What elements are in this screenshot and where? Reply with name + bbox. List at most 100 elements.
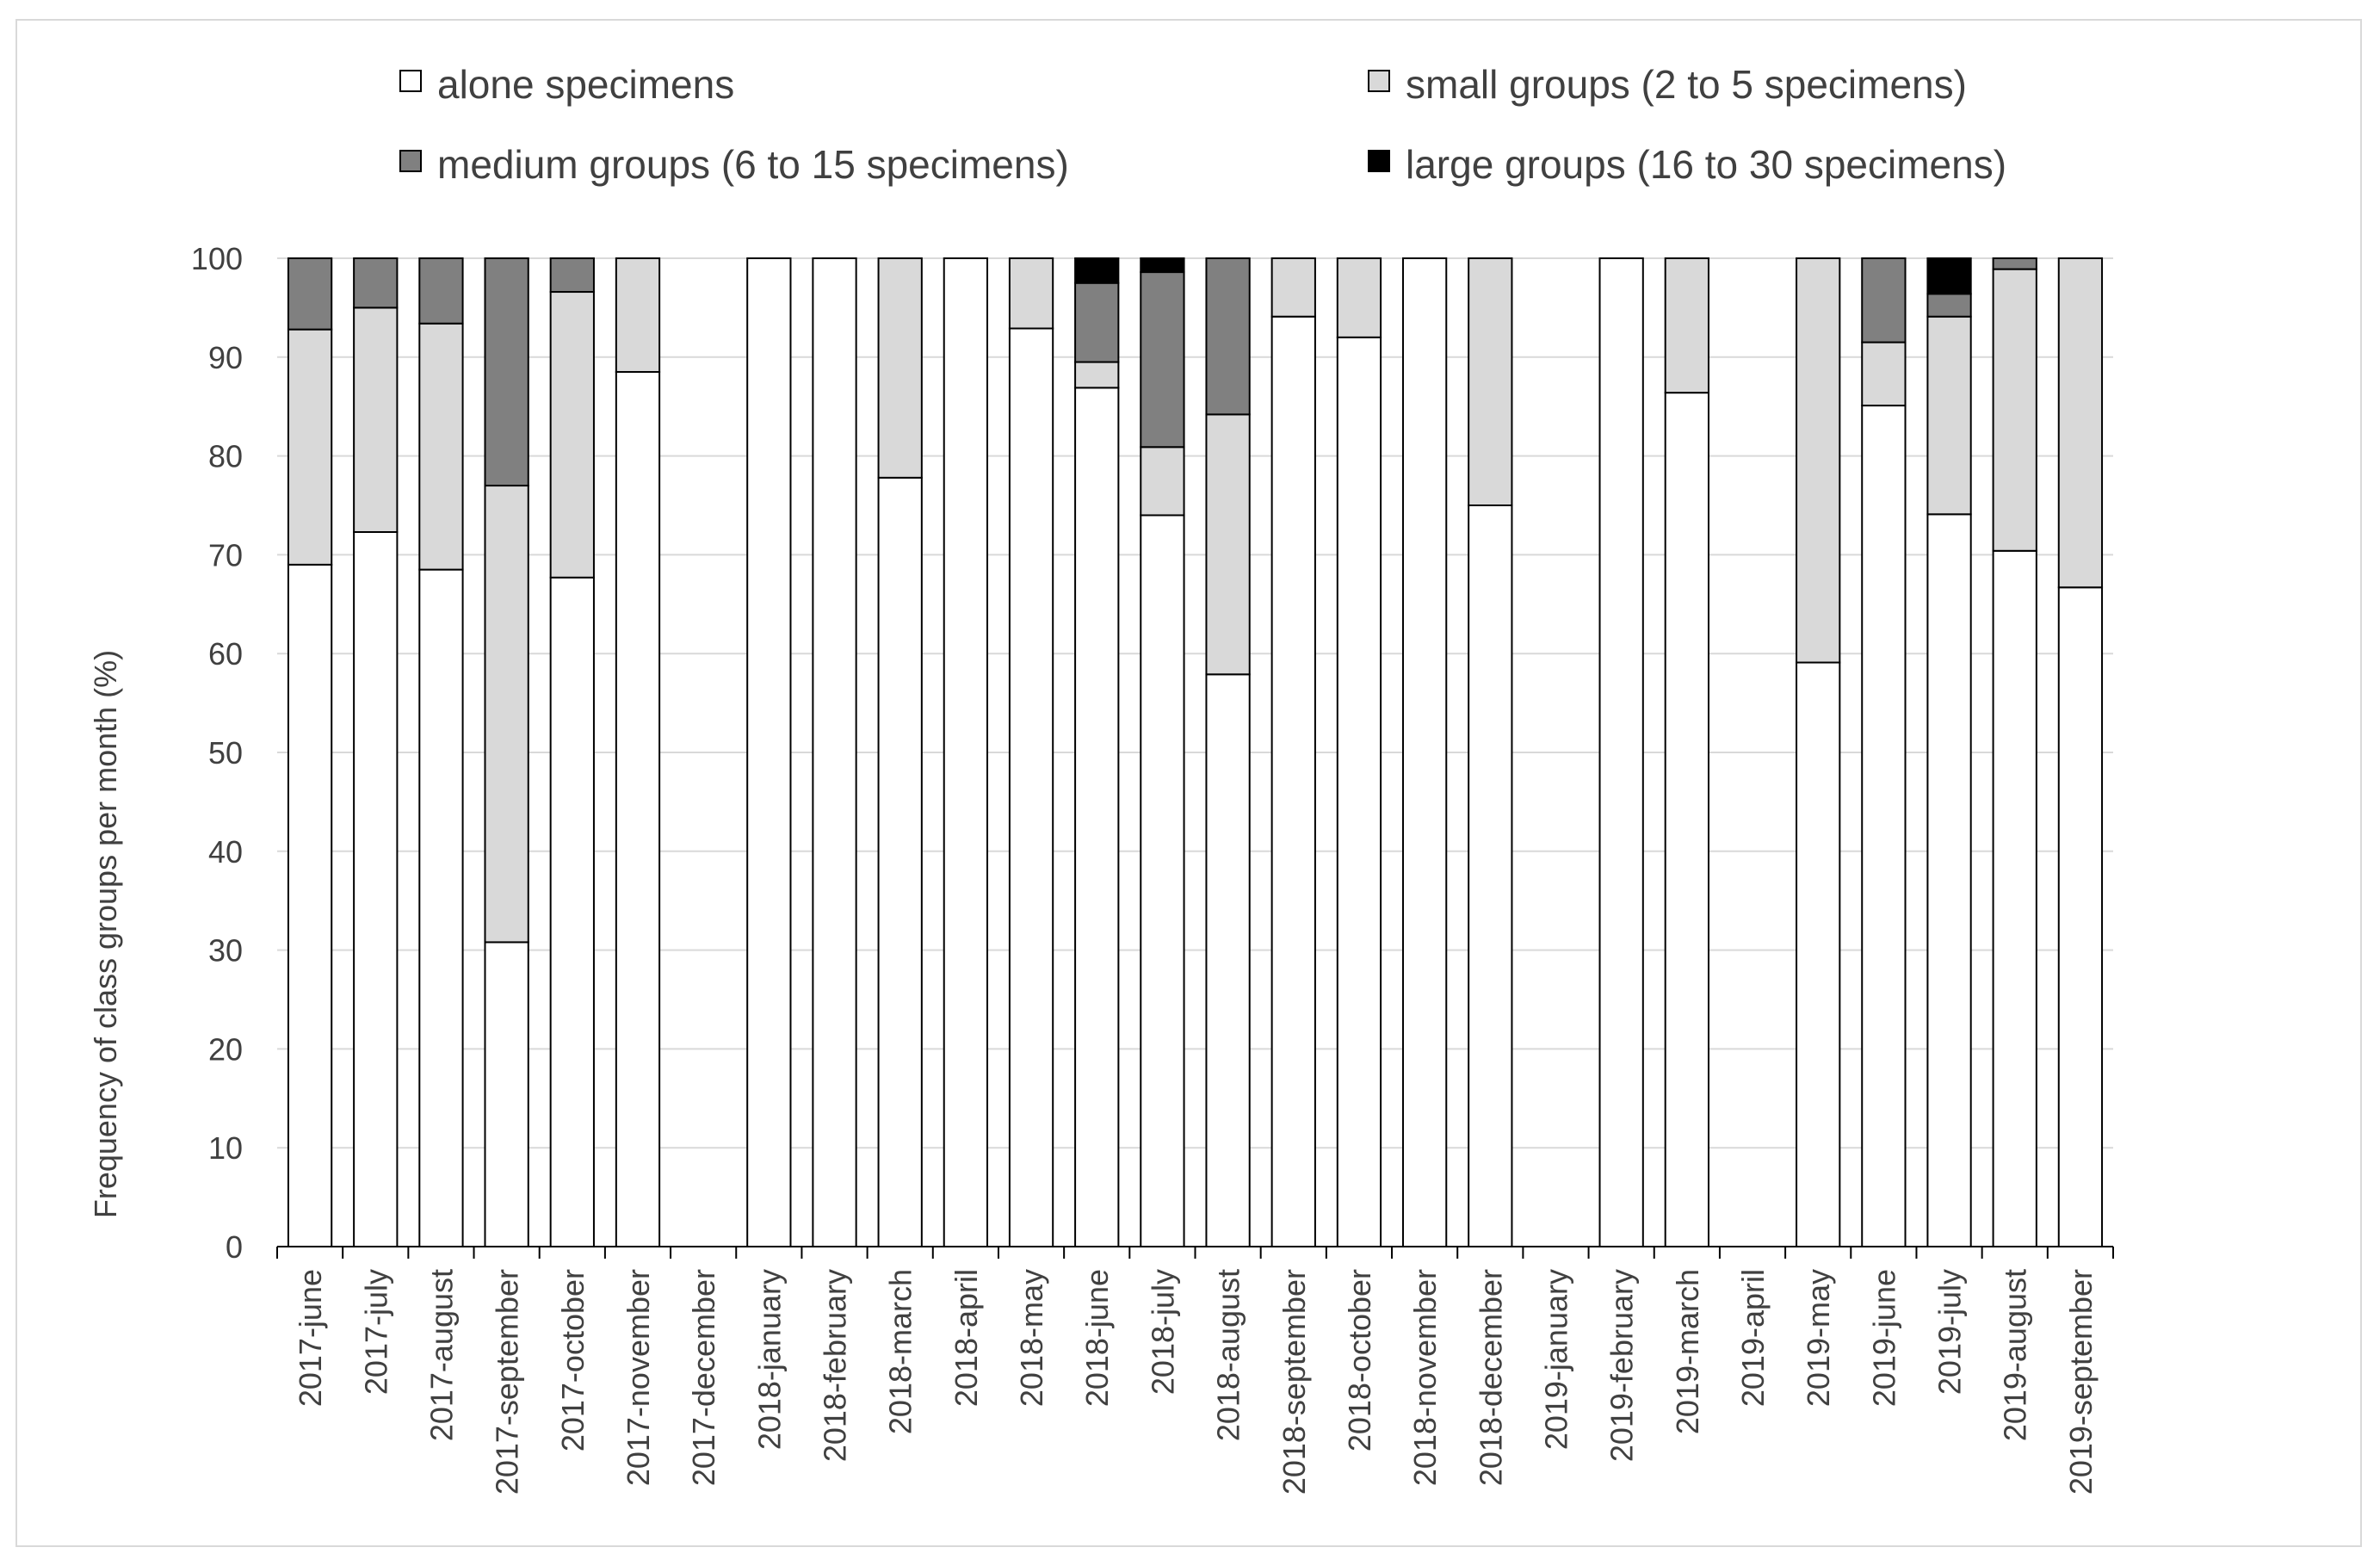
bar-segment-medium bbox=[1992, 257, 2037, 270]
bar-segment-alone bbox=[1992, 549, 2037, 1247]
x-tick-label: 2019-september bbox=[2063, 1269, 2099, 1495]
bar-segment-alone bbox=[943, 257, 989, 1247]
bar-segment-small bbox=[2057, 257, 2104, 589]
bar-segment-medium bbox=[484, 257, 529, 487]
legend-swatch-medium bbox=[399, 150, 422, 172]
x-tick-label: 2019-june bbox=[1866, 1269, 1901, 1407]
bar-segment-alone bbox=[1074, 387, 1120, 1247]
bar-segment-medium bbox=[549, 257, 595, 294]
bar-segment-small bbox=[1008, 257, 1054, 330]
x-tick-label: 2017-august bbox=[423, 1269, 459, 1441]
bar-segment-small bbox=[1205, 413, 1251, 676]
x-tick-label: 2019-may bbox=[1801, 1269, 1836, 1407]
x-tick-label: 2018-september bbox=[1277, 1269, 1312, 1495]
bar-segment-alone bbox=[549, 576, 595, 1247]
bar-segment-small bbox=[615, 257, 661, 374]
bar-segment-medium bbox=[353, 257, 399, 309]
bar-segment-large bbox=[1140, 257, 1185, 274]
legend-swatch-alone bbox=[399, 70, 422, 92]
bar-segment-alone bbox=[418, 568, 464, 1247]
bar-segment-small bbox=[1796, 257, 1841, 664]
bar-segment-alone bbox=[1008, 327, 1054, 1247]
x-tick-label: 2018-november bbox=[1407, 1269, 1443, 1486]
x-tick-label: 2019-august bbox=[1998, 1269, 2033, 1441]
legend-label-alone: alone specimens bbox=[437, 62, 734, 107]
y-tick-label: 90 bbox=[208, 340, 243, 375]
bar-segment-alone bbox=[1140, 514, 1185, 1247]
bar-segment-small bbox=[1664, 257, 1709, 394]
y-axis-title: Frequency of class groups per month (%) bbox=[88, 650, 123, 1218]
legend-item-medium: medium groups (6 to 15 specimens) bbox=[399, 142, 1069, 187]
bar-segment-alone bbox=[1926, 513, 1972, 1247]
x-tick-label: 2017-november bbox=[621, 1269, 656, 1486]
bars bbox=[287, 257, 2104, 1248]
bar-segment-alone bbox=[746, 257, 792, 1247]
bar-segment-small bbox=[1926, 315, 1972, 516]
x-tick-label: 2018-may bbox=[1014, 1269, 1049, 1407]
bar-segment-small bbox=[353, 306, 399, 533]
x-tick-label: 2018-april bbox=[949, 1269, 984, 1407]
bar-segment-medium bbox=[1861, 257, 1907, 344]
bar-segment-small bbox=[1140, 446, 1185, 517]
bar-segment-alone bbox=[1598, 257, 1644, 1247]
legend: alone specimens small groups (2 to 5 spe… bbox=[399, 62, 2006, 187]
x-tick-label: 2018-january bbox=[751, 1269, 787, 1450]
x-tick-label: 2019-march bbox=[1670, 1269, 1705, 1434]
bar-segment-small bbox=[1270, 257, 1316, 318]
bar-segment-small bbox=[484, 485, 529, 944]
x-tick-label: 2018-october bbox=[1342, 1269, 1377, 1451]
bar-segment-small bbox=[1468, 257, 1513, 506]
legend-item-alone: alone specimens bbox=[399, 62, 734, 107]
bar-segment-medium bbox=[1140, 271, 1185, 449]
bar-segment-small bbox=[287, 328, 333, 566]
x-tick-label: 2017-september bbox=[490, 1269, 525, 1495]
y-tick-label: 10 bbox=[208, 1130, 243, 1166]
bar-segment-alone bbox=[1270, 315, 1316, 1247]
bar-segment-small bbox=[549, 291, 595, 579]
y-tick-label: 20 bbox=[208, 1031, 243, 1067]
bar-segment-large bbox=[1926, 257, 1972, 295]
bar-segment-alone bbox=[1401, 257, 1448, 1247]
y-tick-label: 80 bbox=[208, 439, 243, 474]
y-tick-label: 100 bbox=[191, 241, 243, 276]
bar-segment-large bbox=[1074, 257, 1120, 284]
bar-segment-alone bbox=[615, 371, 661, 1247]
x-tick-labels: 2017-june 2017-july 2017-august 2017-septem… bbox=[293, 1269, 2099, 1495]
bar-segment-small bbox=[418, 322, 464, 571]
bar-segment-small bbox=[1074, 361, 1120, 389]
bar-segment-alone bbox=[1205, 673, 1251, 1247]
bar-segment-alone bbox=[484, 941, 529, 1248]
legend-item-large: large groups (16 to 30 specimens) bbox=[1368, 142, 2006, 187]
y-tick-label: 30 bbox=[208, 933, 243, 969]
legend-label-small: small groups (2 to 5 specimens) bbox=[1406, 62, 1967, 107]
x-tick-label: 2018-june bbox=[1079, 1269, 1115, 1407]
x-tick-label: 2019-february bbox=[1604, 1269, 1640, 1462]
bar-segment-alone bbox=[2057, 586, 2104, 1247]
legend-item-small: small groups (2 to 5 specimens) bbox=[1368, 62, 1967, 107]
bar-segment-alone bbox=[1336, 336, 1382, 1248]
x-tick-label: 2017-october bbox=[555, 1269, 590, 1451]
bar-segment-medium bbox=[1926, 293, 1972, 318]
legend-swatch-small bbox=[1368, 70, 1390, 92]
bar-segment-alone bbox=[812, 257, 857, 1247]
bar-segment-alone bbox=[877, 476, 923, 1247]
bar-segment-small bbox=[1992, 268, 2037, 552]
bar-segment-medium bbox=[418, 257, 464, 325]
x-tick-label: 2017-june bbox=[293, 1269, 328, 1407]
x-tick-label: 2018-december bbox=[1473, 1269, 1508, 1486]
x-tick-label: 2019-january bbox=[1538, 1269, 1573, 1450]
bar-segment-small bbox=[877, 257, 923, 479]
bar-segment-small bbox=[1861, 341, 1907, 407]
y-tick-labels: 0 10 20 30 40 50 60 70 80 90 100 bbox=[191, 241, 243, 1265]
x-tick-label: 2018-august bbox=[1211, 1269, 1246, 1441]
bar-segment-medium bbox=[287, 257, 333, 331]
bar-segment-alone bbox=[1664, 392, 1709, 1247]
x-tick-label: 2018-july bbox=[1145, 1269, 1180, 1395]
y-tick-label: 50 bbox=[208, 735, 243, 771]
legend-label-medium: medium groups (6 to 15 specimens) bbox=[437, 142, 1069, 187]
y-tick-label: 70 bbox=[208, 537, 243, 573]
x-tick-label: 2017-july bbox=[358, 1269, 393, 1395]
x-tick-label: 2019-april bbox=[1735, 1269, 1771, 1407]
legend-label-large: large groups (16 to 30 specimens) bbox=[1406, 142, 2006, 187]
